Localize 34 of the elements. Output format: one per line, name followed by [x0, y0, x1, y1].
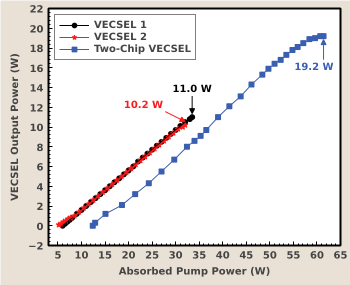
y-tick-label: −2 — [28, 242, 44, 252]
x-tick-label: 20 — [122, 250, 136, 262]
y-axis-title: VECSEL Output Power (W) — [10, 53, 22, 201]
legend-label: Two-Chip VECSEL — [94, 43, 192, 55]
y-tick-label: 2 — [36, 202, 44, 213]
annotation: 19.2 W — [294, 62, 334, 74]
x-tick-label: 30 — [168, 250, 183, 262]
y-tick-label: 10 — [30, 123, 44, 134]
x-tick-label: 35 — [192, 250, 206, 262]
y-tick-label: 20 — [30, 24, 44, 36]
x-tick-label: 65 — [334, 250, 348, 262]
annotation: 10.2 W — [124, 100, 164, 112]
x-tick-label: 50 — [262, 250, 277, 262]
annotation: 11.0 W — [172, 84, 212, 96]
y-tick-label: 8 — [36, 142, 44, 154]
y-tick-label: 16 — [30, 64, 44, 75]
x-tick-label: 45 — [239, 250, 254, 262]
y-tick-label: 4 — [36, 182, 44, 194]
x-tick-label: 55 — [286, 250, 300, 262]
x-tick-label: 15 — [98, 250, 112, 262]
x-tick-label: 60 — [310, 250, 324, 262]
y-tick-label: 22 — [30, 4, 44, 16]
x-tick-label: 25 — [145, 250, 160, 262]
legend-label: VECSEL 1 — [94, 19, 147, 31]
x-axis-title: Absorbed Pump Power (W) — [118, 266, 270, 278]
y-tick-label: 6 — [36, 162, 44, 174]
x-tick-label: 10 — [74, 250, 88, 262]
y-tick-label: 12 — [30, 103, 44, 114]
y-tick-label: 18 — [30, 44, 44, 55]
x-tick-label: 40 — [216, 250, 230, 262]
y-tick-label: 0 — [36, 222, 44, 233]
y-tick-label: 14 — [30, 84, 44, 94]
x-tick-label: 5 — [54, 250, 62, 262]
legend-label: VECSEL 2 — [94, 31, 147, 43]
